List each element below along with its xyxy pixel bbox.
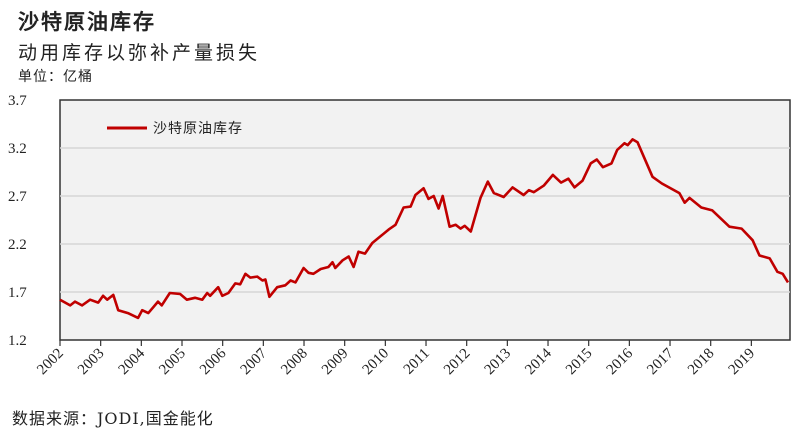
x-tick-label: 2005 bbox=[156, 346, 189, 379]
x-tick-label: 2014 bbox=[522, 345, 555, 378]
data-source: 数据来源：JODI,国金能化 bbox=[12, 409, 214, 428]
x-tick-label: 2004 bbox=[116, 345, 149, 378]
x-tick-label: 2018 bbox=[685, 346, 718, 379]
chart-title: 沙特原油库存 bbox=[18, 9, 156, 34]
unit-label: 单位：亿桶 bbox=[18, 69, 93, 85]
y-tick-label: 1.2 bbox=[8, 333, 27, 349]
y-tick-label: 2.2 bbox=[8, 237, 27, 253]
y-tick-label: 1.7 bbox=[8, 285, 27, 301]
x-tick-label: 2003 bbox=[75, 346, 108, 379]
x-tick-label: 2009 bbox=[319, 346, 352, 379]
plot-area bbox=[59, 99, 791, 341]
chart-subtitle: 动用库存以弥补产量损失 bbox=[18, 42, 261, 64]
legend: 沙特原油库存 bbox=[107, 121, 243, 137]
x-tick-label: 2019 bbox=[726, 346, 759, 379]
y-tick-label: 3.7 bbox=[8, 93, 27, 109]
legend-label: 沙特原油库存 bbox=[153, 121, 243, 137]
x-tick-label: 2006 bbox=[197, 345, 230, 378]
x-tick-label: 2008 bbox=[278, 346, 311, 379]
x-tick-label: 2002 bbox=[34, 346, 67, 379]
series-line bbox=[59, 138, 790, 320]
x-tick-label: 2017 bbox=[644, 345, 677, 378]
y-tick-label: 2.7 bbox=[8, 189, 27, 205]
x-tick-label: 2015 bbox=[563, 346, 596, 379]
x-tick-label: 2012 bbox=[441, 346, 474, 379]
x-tick-label: 2010 bbox=[360, 346, 393, 379]
x-tick-label: 2013 bbox=[482, 346, 515, 379]
x-tick-label: 2016 bbox=[604, 345, 637, 378]
x-tick-label: 2011 bbox=[401, 346, 433, 378]
x-tick-label: 2007 bbox=[238, 345, 271, 378]
y-tick-label: 3.2 bbox=[8, 141, 27, 157]
